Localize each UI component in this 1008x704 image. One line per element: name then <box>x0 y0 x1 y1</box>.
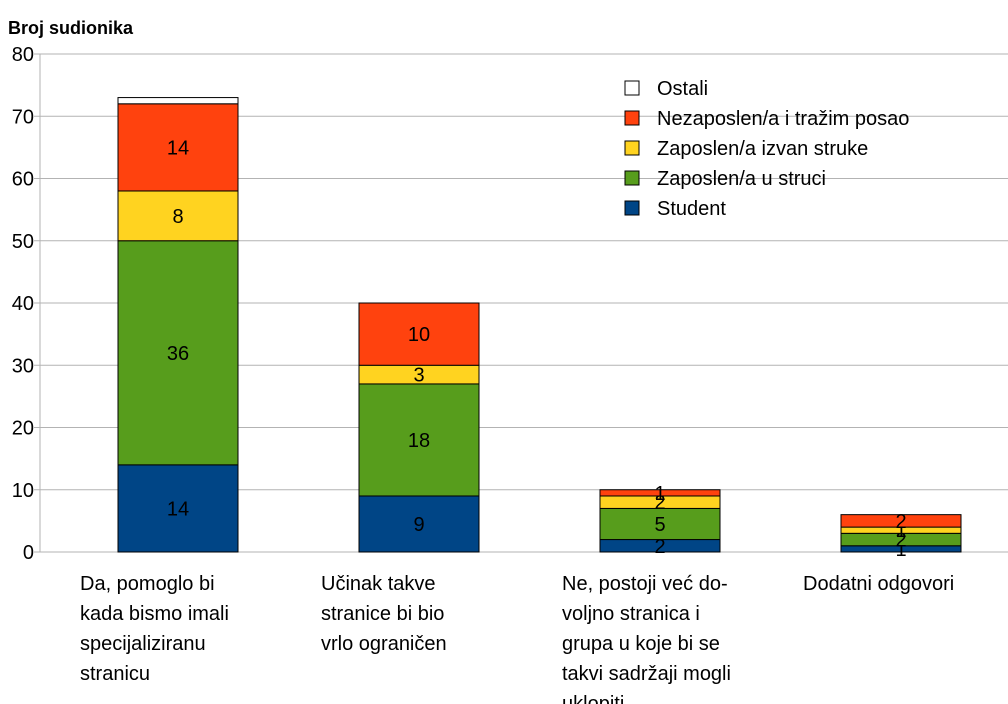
legend-swatch <box>624 170 640 186</box>
bar-segment <box>358 383 480 497</box>
data-label: 10 <box>408 324 430 346</box>
x-tick-label-line: vrlo ograničen <box>321 633 447 655</box>
data-label: 18 <box>408 430 430 452</box>
x-tick-label-line: voljno stranica i <box>562 603 700 625</box>
y-tick-label: 60 <box>12 169 34 191</box>
legend-label: Ostali <box>657 78 708 100</box>
data-label: 3 <box>413 365 424 387</box>
x-tick-label-line: grupa u koje bi se <box>562 633 720 655</box>
y-tick-label: 50 <box>12 231 34 253</box>
x-tick-label: Dodatni odgovori <box>803 573 954 595</box>
x-tick-label-line: stranicu <box>80 663 150 685</box>
data-label: 1 <box>895 539 906 561</box>
x-tick-label-line: specijaliziranu <box>80 633 206 655</box>
x-tick-label-line: stranice bi bio <box>321 603 444 625</box>
legend-swatch <box>624 140 640 156</box>
y-tick-label: 0 <box>23 542 34 564</box>
x-tick-label-line: kada bismo imali <box>80 603 229 625</box>
legend-label: Zaposlen/a izvan struke <box>657 138 868 160</box>
data-label: 2 <box>895 530 906 552</box>
bar-segment <box>117 190 239 242</box>
y-tick-label: 10 <box>12 480 34 502</box>
y-tick-label: 80 <box>12 44 34 66</box>
legend-label: Zaposlen/a u struci <box>657 168 826 190</box>
legend-swatch <box>624 110 640 126</box>
y-tick-label: 40 <box>12 293 34 315</box>
bar-segment <box>117 240 239 466</box>
bar-segment <box>358 302 480 366</box>
data-label: 2 <box>654 492 665 514</box>
data-label: 1 <box>654 483 665 505</box>
data-label: 2 <box>895 511 906 533</box>
data-label: 14 <box>167 498 189 520</box>
x-tick-label: Ne, postoji već do-voljno stranica i grup… <box>562 573 731 704</box>
data-label: 1 <box>895 520 906 542</box>
legend-swatch <box>624 80 640 96</box>
y-tick-label: 20 <box>12 418 34 440</box>
x-tick-label-line: uklopiti <box>562 693 624 704</box>
bar-segment <box>599 489 721 497</box>
data-label: 9 <box>413 514 424 536</box>
x-tick-label: Učinak takve stranice bi bio vrlo ograniče… <box>321 573 447 655</box>
bar-segment <box>117 103 239 192</box>
data-label: 5 <box>654 514 665 536</box>
y-tick-label: 70 <box>12 106 34 128</box>
bar-segment <box>840 514 962 528</box>
data-label: 14 <box>167 137 189 159</box>
data-label: 8 <box>172 206 183 228</box>
legend-label: Student <box>657 198 726 220</box>
legend-label: Nezaposlen/a i tražim posao <box>657 108 909 130</box>
x-tick-label-line: Ne, postoji već do- <box>562 573 728 595</box>
x-tick-label-line: Da, pomoglo bi <box>80 573 215 595</box>
bar-segment <box>117 97 239 105</box>
legend-swatch <box>624 200 640 216</box>
data-label: 36 <box>167 343 189 365</box>
y-tick-label: 30 <box>12 355 34 377</box>
bar-segment <box>358 495 480 553</box>
data-label: 2 <box>654 536 665 558</box>
x-tick-label-line: Učinak takve <box>321 573 436 595</box>
x-tick-label: Da, pomoglo bi kada bismo imali specijaliz… <box>80 573 229 685</box>
y-axis-title: Broj sudionika <box>8 18 134 38</box>
x-tick-label-line: Dodatni odgovori <box>803 573 954 595</box>
x-tick-label-line: takvi sadržaji mogli <box>562 663 731 685</box>
